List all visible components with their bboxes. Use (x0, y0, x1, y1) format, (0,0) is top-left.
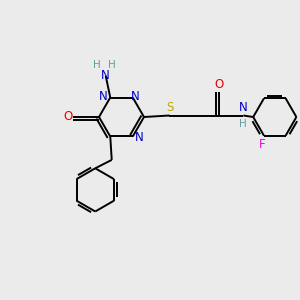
Text: H: H (94, 59, 101, 70)
Text: F: F (259, 138, 266, 151)
Text: N: N (101, 69, 110, 82)
Text: H: H (109, 59, 116, 70)
Text: N: N (135, 131, 144, 145)
Text: O: O (64, 110, 73, 124)
Text: O: O (214, 78, 223, 91)
Text: N: N (239, 100, 248, 114)
Text: N: N (99, 89, 108, 103)
Text: N: N (131, 89, 140, 103)
Text: H: H (239, 119, 247, 129)
Text: S: S (166, 100, 173, 114)
